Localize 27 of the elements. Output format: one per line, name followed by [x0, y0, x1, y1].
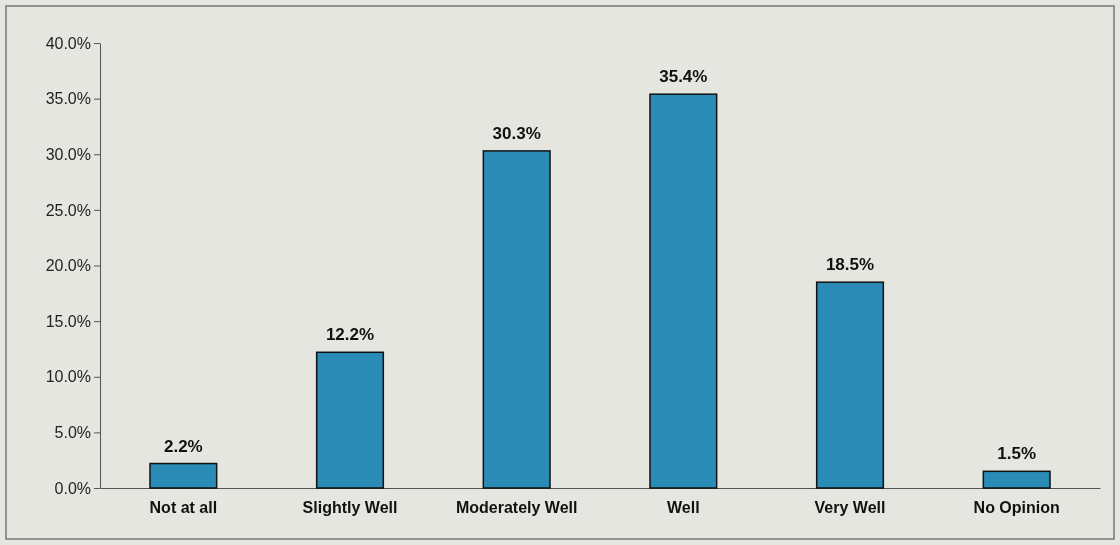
data-label: 12.2%	[325, 325, 375, 345]
data-label: 18.5%	[825, 255, 875, 275]
data-label: 30.3%	[492, 123, 541, 143]
y-tick-label: 20.0%	[45, 257, 91, 275]
y-tick-label: 35.0%	[45, 90, 91, 108]
bar	[649, 93, 718, 489]
x-tick-label: Very Well	[814, 499, 886, 517]
y-tick-label: 0.0%	[54, 479, 91, 497]
bar	[315, 351, 385, 489]
data-label: 1.5%	[997, 444, 1037, 464]
x-tick-label: Not at all	[149, 499, 218, 517]
data-label: 35.4%	[659, 67, 708, 87]
bar	[982, 470, 1051, 489]
data-label: 2.2%	[163, 436, 203, 456]
x-tick-label: No Opinion	[973, 499, 1060, 517]
x-tick-label: Well	[667, 499, 700, 517]
y-tick-label: 30.0%	[45, 145, 91, 163]
y-tick-label: 25.0%	[45, 201, 91, 219]
y-tick-label: 5.0%	[54, 423, 91, 441]
bar	[482, 150, 551, 489]
bar	[149, 462, 218, 489]
y-tick-label: 15.0%	[45, 312, 91, 330]
x-tick-label: Slightly Well	[302, 499, 398, 517]
y-tick-label: 40.0%	[45, 34, 91, 52]
y-tick-label: 10.0%	[45, 368, 91, 386]
x-tick-label: Moderately Well	[455, 499, 578, 517]
bar	[815, 281, 885, 489]
